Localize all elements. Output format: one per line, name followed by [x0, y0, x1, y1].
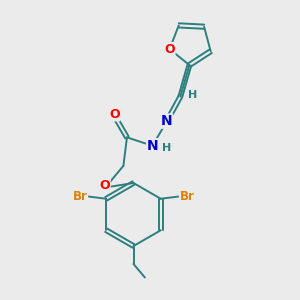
- Text: N: N: [161, 114, 173, 128]
- Text: H: H: [162, 143, 172, 153]
- Text: Br: Br: [179, 190, 194, 203]
- Text: H: H: [188, 90, 198, 100]
- Text: O: O: [100, 178, 110, 192]
- Text: O: O: [109, 108, 120, 121]
- Text: Br: Br: [73, 190, 88, 203]
- Text: N: N: [147, 139, 158, 153]
- Text: O: O: [164, 43, 175, 56]
